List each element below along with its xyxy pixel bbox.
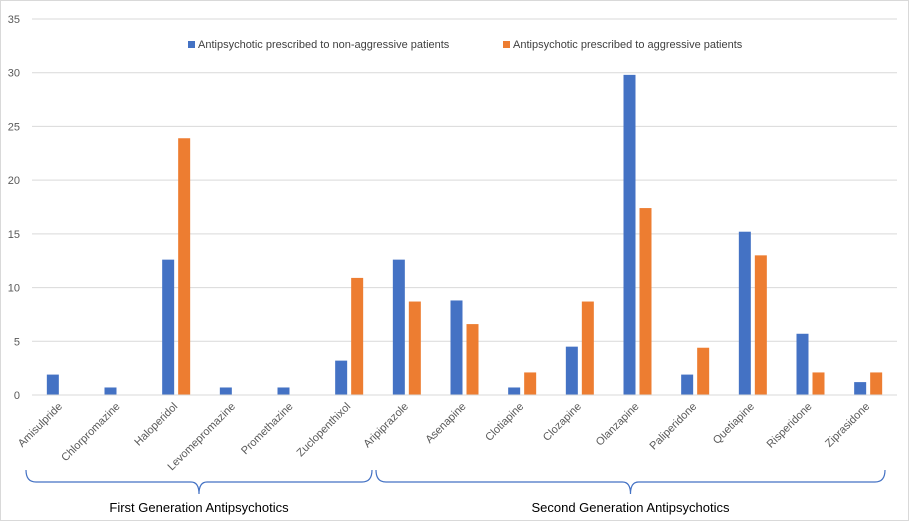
bar-non-aggressive <box>335 360 348 395</box>
bar-aggressive <box>812 372 825 395</box>
bar-non-aggressive <box>681 374 694 395</box>
legend-label: Antipsychotic prescribed to aggressive p… <box>513 39 743 51</box>
legend: Antipsychotic prescribed to non-aggressi… <box>188 39 743 51</box>
bar-aggressive <box>466 324 479 395</box>
bar-non-aggressive <box>219 387 232 395</box>
legend-swatch <box>188 41 195 48</box>
bar-aggressive <box>870 372 883 395</box>
legend-label: Antipsychotic prescribed to non-aggressi… <box>198 39 450 51</box>
bar-aggressive <box>178 138 191 395</box>
bar-non-aggressive <box>565 346 578 395</box>
bar-non-aggressive <box>392 259 405 395</box>
y-tick-label: 10 <box>8 283 20 295</box>
bar-aggressive <box>351 277 364 395</box>
bar-aggressive <box>639 208 652 395</box>
bars <box>46 74 883 395</box>
y-tick-label: 30 <box>8 68 20 80</box>
y-tick-label: 25 <box>8 121 20 133</box>
bar-non-aggressive <box>508 387 521 395</box>
bar-non-aggressive <box>277 387 290 395</box>
y-tick-label: 35 <box>8 14 20 26</box>
category-groups: First Generation Antipsychotics Second Ge… <box>25 469 886 515</box>
y-axis: 0 5 10 15 20 25 30 35 <box>8 14 20 402</box>
group-brace <box>25 469 373 495</box>
group-brace <box>375 469 886 495</box>
bar-non-aggressive <box>104 387 117 395</box>
y-tick-label: 15 <box>8 229 20 241</box>
bar-non-aggressive <box>854 382 867 395</box>
bar-non-aggressive <box>162 259 175 395</box>
bar-aggressive <box>754 255 767 395</box>
bar-non-aggressive <box>738 231 751 395</box>
bar-aggressive <box>408 301 421 395</box>
bar-non-aggressive <box>623 74 636 395</box>
legend-swatch <box>503 41 510 48</box>
bar-non-aggressive <box>450 300 463 395</box>
bar-non-aggressive <box>796 333 809 395</box>
y-tick-label: 0 <box>14 390 20 402</box>
y-tick-label: 5 <box>14 336 20 348</box>
group-label: First Generation Antipsychotics <box>109 500 289 515</box>
bar-aggressive <box>697 347 710 395</box>
bar-aggressive <box>524 372 537 395</box>
bar-aggressive <box>581 301 594 395</box>
group-label: Second Generation Antipsychotics <box>531 500 730 515</box>
bar-non-aggressive <box>46 374 59 395</box>
y-tick-label: 20 <box>8 175 20 187</box>
